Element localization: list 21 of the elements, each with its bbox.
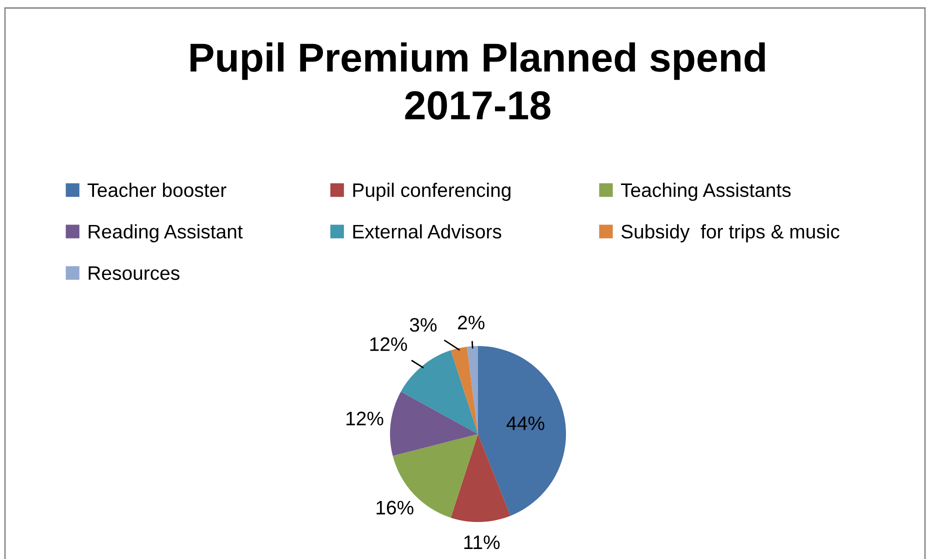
legend-label: External Advisors — [353, 224, 502, 239]
data-label: 3% — [410, 318, 437, 332]
data-label: 16% — [376, 500, 414, 515]
pie-slice — [390, 392, 478, 456]
legend-label: Teaching Assistants — [621, 182, 791, 201]
pie-slice — [478, 346, 566, 516]
chart-title: Pupil Premium Planned spend 2017-18 — [190, 42, 765, 120]
data-label: 11% — [464, 535, 500, 550]
data-label: 2% — [458, 316, 484, 330]
data-label: 12% — [346, 412, 384, 426]
data-label: 12% — [370, 337, 408, 351]
data-label: 44% — [506, 416, 544, 430]
pie-slice — [450, 346, 478, 434]
pie-slice — [450, 434, 510, 522]
pie-slice — [400, 350, 478, 434]
legend-label: Subsidy for trips & music — [621, 224, 840, 242]
legend-label: Teacher booster — [88, 182, 226, 198]
legend-label: Resources — [88, 266, 180, 280]
legend-label: Reading Assistant — [88, 224, 243, 242]
pie-slice — [466, 346, 478, 434]
legend-label: Pupil conferencing — [353, 182, 510, 201]
